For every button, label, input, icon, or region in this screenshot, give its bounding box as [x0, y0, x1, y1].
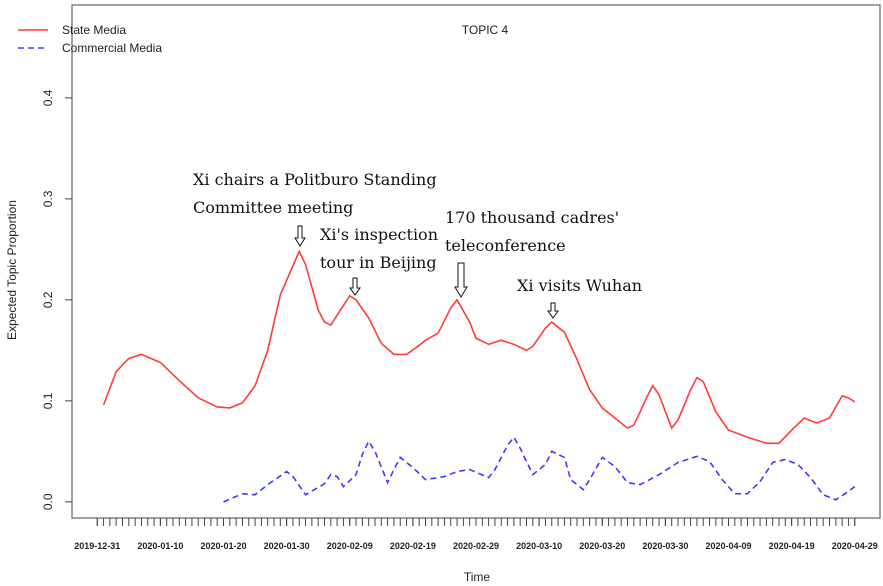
- x-tick-label: 2020-03-20: [579, 541, 625, 551]
- legend-label: Commercial Media: [62, 41, 162, 55]
- annotation: 170 thousand cadres': [445, 208, 619, 227]
- y-tick-label: 0.1: [41, 392, 55, 409]
- annotation: Committee meeting: [193, 198, 353, 217]
- x-tick-label: 2020-03-30: [642, 541, 688, 551]
- y-tick-label: 0.4: [41, 89, 55, 106]
- y-tick-label: 0.2: [41, 291, 55, 308]
- annotation: teleconference: [445, 236, 566, 255]
- annotation-arrow: [349, 277, 361, 296]
- annotation: tour in Beijing: [320, 253, 437, 272]
- x-tick-label: 2020-03-10: [516, 541, 562, 551]
- x-tick-label: 2020-01-10: [137, 541, 183, 551]
- x-tick-label: 2019-12-31: [74, 541, 120, 551]
- annotations: Xi chairs a Politburo Standing Committee…: [193, 170, 642, 319]
- chart-title: TOPIC 4: [462, 23, 509, 37]
- x-tick-label: 2020-02-29: [453, 541, 499, 551]
- annotation-arrow: [294, 225, 306, 247]
- x-tick-label: 2020-01-20: [200, 541, 246, 551]
- annotation: Xi visits Wuhan: [517, 276, 642, 295]
- x-tick-label: 2020-04-29: [832, 541, 878, 551]
- annotation: Xi's inspection: [320, 225, 438, 244]
- annotation-arrow: [454, 262, 468, 298]
- y-tick-label: 0.0: [41, 493, 55, 510]
- x-tick-label: 2020-04-09: [705, 541, 751, 551]
- x-tick-label: 2020-02-19: [390, 541, 436, 551]
- x-tick-label: 2020-04-19: [769, 541, 815, 551]
- x-tick-label: 2020-02-09: [327, 541, 373, 551]
- y-axis-label: Expected Topic Proportion: [5, 200, 19, 340]
- x-axis-label: Time: [464, 570, 491, 584]
- series-line: [102, 249, 856, 445]
- annotation: Xi chairs a Politburo Standing: [193, 170, 437, 189]
- legend-label: State Media: [62, 23, 126, 37]
- series-line: [223, 435, 856, 503]
- y-tick-label: 0.3: [41, 190, 55, 207]
- annotation-arrow: [547, 302, 559, 319]
- x-tick-label: 2020-01-30: [264, 541, 310, 551]
